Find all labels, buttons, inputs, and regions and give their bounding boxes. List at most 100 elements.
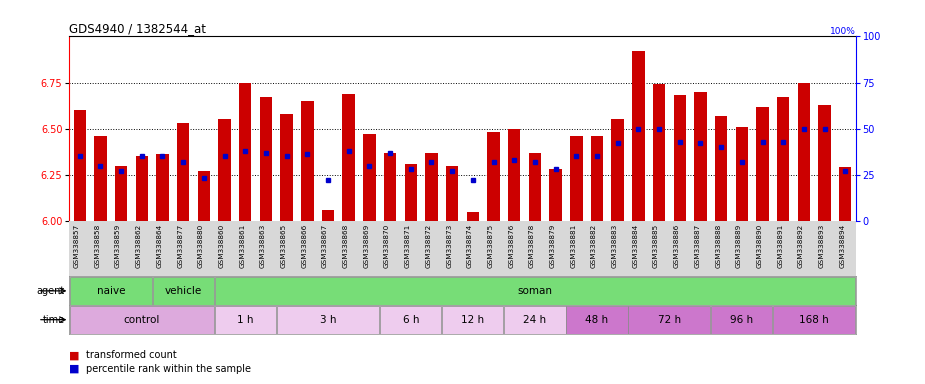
- Bar: [156, 154, 168, 221]
- Bar: [673, 96, 686, 221]
- Bar: [735, 127, 748, 221]
- Text: GSM338873: GSM338873: [446, 223, 452, 268]
- Text: GSM338861: GSM338861: [240, 223, 245, 268]
- Bar: [566, 306, 627, 333]
- Text: 168 h: 168 h: [799, 314, 829, 325]
- Bar: [364, 134, 376, 221]
- Bar: [591, 136, 603, 221]
- Bar: [322, 210, 334, 221]
- Bar: [695, 92, 707, 221]
- Text: GSM338892: GSM338892: [798, 223, 804, 268]
- Text: agent: agent: [36, 286, 65, 296]
- Bar: [529, 152, 541, 221]
- Text: GSM338881: GSM338881: [571, 223, 576, 268]
- Bar: [632, 51, 645, 221]
- Bar: [611, 119, 623, 221]
- Bar: [446, 166, 459, 221]
- Text: GSM338885: GSM338885: [653, 223, 659, 268]
- Bar: [715, 116, 727, 221]
- Text: GSM338893: GSM338893: [819, 223, 824, 268]
- Text: GSM338888: GSM338888: [715, 223, 722, 268]
- Bar: [773, 306, 856, 333]
- Text: GSM338874: GSM338874: [467, 223, 473, 268]
- Text: GSM338890: GSM338890: [757, 223, 762, 268]
- Bar: [115, 166, 128, 221]
- Bar: [69, 277, 152, 305]
- Bar: [260, 97, 272, 221]
- Text: GSM338887: GSM338887: [695, 223, 700, 268]
- Text: 96 h: 96 h: [730, 314, 753, 325]
- Text: GSM338865: GSM338865: [280, 223, 287, 268]
- Bar: [94, 136, 106, 221]
- Bar: [711, 306, 772, 333]
- Bar: [302, 101, 314, 221]
- Bar: [215, 306, 276, 333]
- Text: transformed count: transformed count: [86, 350, 177, 360]
- Text: GSM338875: GSM338875: [487, 223, 494, 268]
- Text: GSM338867: GSM338867: [322, 223, 328, 268]
- Text: GSM338894: GSM338894: [839, 223, 845, 268]
- Text: GSM338882: GSM338882: [591, 223, 597, 268]
- Text: naive: naive: [96, 286, 125, 296]
- Text: GSM338886: GSM338886: [673, 223, 680, 268]
- Text: vehicle: vehicle: [165, 286, 202, 296]
- Text: GSM338869: GSM338869: [364, 223, 369, 268]
- Bar: [177, 123, 190, 221]
- Bar: [69, 306, 214, 333]
- Text: 72 h: 72 h: [658, 314, 681, 325]
- Text: 1 h: 1 h: [237, 314, 253, 325]
- Text: GSM338891: GSM338891: [777, 223, 783, 268]
- Text: GSM338870: GSM338870: [384, 223, 390, 268]
- Bar: [404, 164, 417, 221]
- Text: 24 h: 24 h: [524, 314, 547, 325]
- Bar: [570, 136, 583, 221]
- Text: GSM338889: GSM338889: [735, 223, 742, 268]
- Bar: [442, 306, 503, 333]
- Text: GSM338883: GSM338883: [611, 223, 618, 268]
- Bar: [628, 306, 710, 333]
- Bar: [549, 169, 561, 221]
- Text: GDS4940 / 1382544_at: GDS4940 / 1382544_at: [69, 22, 206, 35]
- Bar: [653, 84, 665, 221]
- Text: 100%: 100%: [830, 28, 856, 36]
- Text: soman: soman: [517, 286, 552, 296]
- Bar: [504, 306, 565, 333]
- Bar: [777, 97, 789, 221]
- Text: percentile rank within the sample: percentile rank within the sample: [86, 364, 251, 374]
- Text: time: time: [43, 314, 65, 325]
- Bar: [280, 114, 293, 221]
- Bar: [218, 119, 230, 221]
- Text: 48 h: 48 h: [586, 314, 609, 325]
- Text: ■: ■: [69, 350, 80, 360]
- Text: GSM338876: GSM338876: [508, 223, 514, 268]
- Bar: [426, 152, 438, 221]
- Bar: [136, 156, 148, 221]
- Text: GSM338879: GSM338879: [549, 223, 556, 268]
- Text: 6 h: 6 h: [402, 314, 419, 325]
- Bar: [153, 277, 214, 305]
- Bar: [73, 110, 86, 221]
- Bar: [198, 171, 210, 221]
- Text: GSM338857: GSM338857: [74, 223, 80, 268]
- Text: GSM338858: GSM338858: [94, 223, 101, 268]
- Bar: [757, 106, 769, 221]
- Text: GSM338862: GSM338862: [136, 223, 142, 268]
- Text: GSM338878: GSM338878: [529, 223, 535, 268]
- Text: GSM338864: GSM338864: [156, 223, 163, 268]
- Text: GSM338868: GSM338868: [342, 223, 349, 268]
- Bar: [384, 152, 396, 221]
- Bar: [508, 129, 521, 221]
- Bar: [819, 105, 831, 221]
- Text: GSM338871: GSM338871: [405, 223, 411, 268]
- Text: GSM338880: GSM338880: [198, 223, 204, 268]
- Text: GSM338866: GSM338866: [302, 223, 307, 268]
- Bar: [215, 277, 856, 305]
- Text: GSM338872: GSM338872: [426, 223, 431, 268]
- Bar: [797, 83, 810, 221]
- Text: GSM338884: GSM338884: [633, 223, 638, 268]
- Bar: [342, 94, 355, 221]
- Bar: [839, 167, 852, 221]
- Bar: [466, 212, 479, 221]
- Text: GSM338859: GSM338859: [115, 223, 121, 268]
- Bar: [239, 83, 252, 221]
